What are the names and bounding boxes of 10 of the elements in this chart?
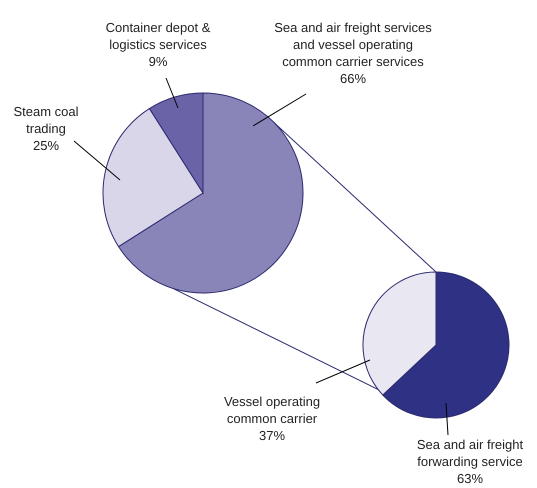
data-label: 37% [258, 428, 286, 443]
slice-label: Container depot & logistics services [106, 20, 211, 52]
data-label: 25% [32, 138, 60, 153]
slice-label: Vessel operating common carrier [224, 394, 320, 426]
data-label: 66% [340, 71, 366, 86]
data-label: 63% [456, 471, 484, 486]
data-label: 9% [148, 54, 168, 69]
slice-label: Sea and air freight forwarding service [416, 437, 524, 469]
slice-label: Sea and air freight services and vessel operating common carrier services [274, 20, 432, 69]
slice-label: Steam coal trading [13, 104, 79, 136]
